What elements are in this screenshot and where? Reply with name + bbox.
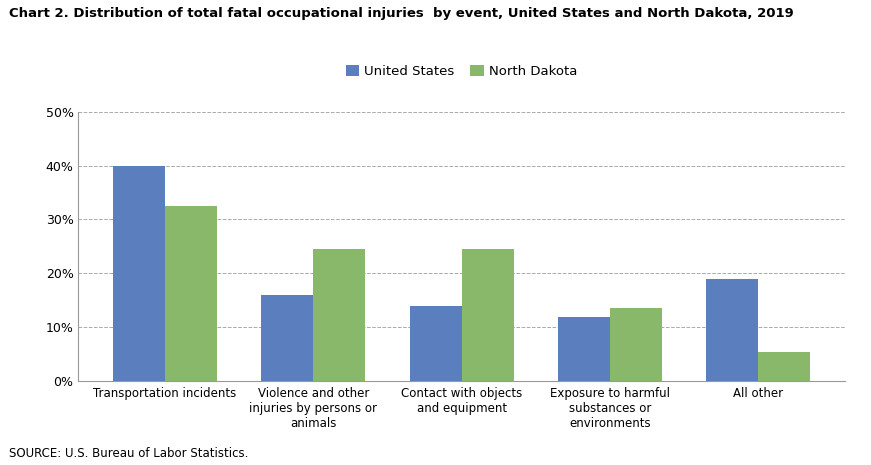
Bar bbox=[610, 308, 662, 381]
Bar bbox=[758, 352, 810, 381]
Legend: United States, North Dakota: United States, North Dakota bbox=[341, 60, 583, 83]
Text: SOURCE: U.S. Bureau of Labor Statistics.: SOURCE: U.S. Bureau of Labor Statistics. bbox=[9, 447, 248, 460]
Bar bbox=[409, 306, 462, 381]
Bar bbox=[314, 249, 365, 381]
Bar bbox=[462, 249, 514, 381]
Text: Chart 2. Distribution of total fatal occupational injuries  by event, United Sta: Chart 2. Distribution of total fatal occ… bbox=[9, 7, 793, 20]
Bar bbox=[558, 317, 610, 381]
Bar bbox=[165, 206, 217, 381]
Bar bbox=[261, 295, 314, 381]
Bar bbox=[706, 279, 758, 381]
Bar bbox=[113, 166, 165, 381]
